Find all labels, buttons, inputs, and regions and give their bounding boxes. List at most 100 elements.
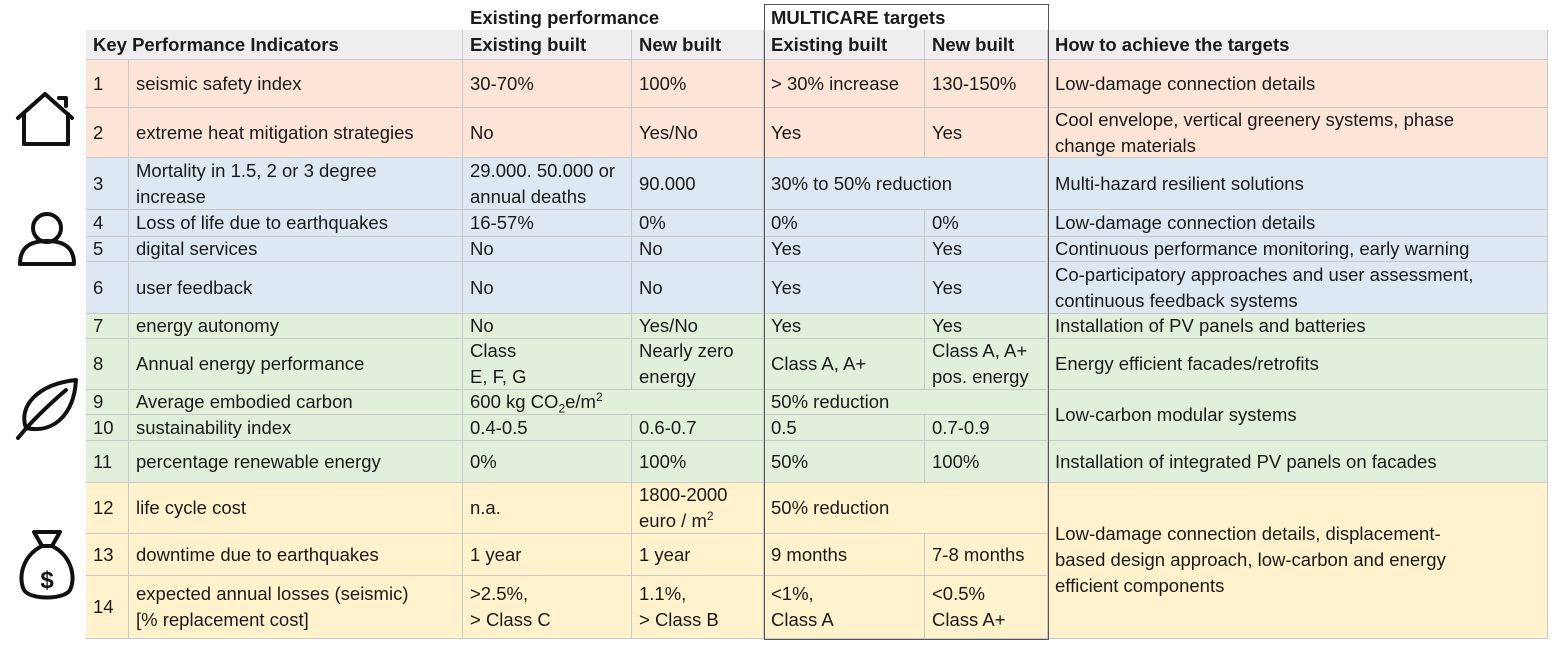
column-header-existing-built: Existing built [463,30,632,60]
existing-performance-merged: 600 kg CO2e/m2 [463,390,764,415]
existing-built-value-line: 16-57% [470,212,534,233]
new-built-value: 0% [632,210,764,237]
new-built-value: Yes/No [632,108,764,158]
leaf-icon [16,378,78,440]
how-to-achieve-line: Co-participatory approaches and user ass… [1055,263,1474,285]
how-to-achieve-line: Continuous performance monitoring, early… [1055,238,1470,259]
target-new-built-value: Yes [925,314,1048,339]
target-new-built-value-line: Class A, A+ [932,340,1028,361]
target-new-built-value: Yes [925,108,1048,158]
column-header-kpi: Key Performance Indicators [86,30,463,60]
kpi-name: Mortality in 1.5, 2 or 3 degree increase [129,158,463,210]
target-existing-built-value-line: Yes [771,121,802,143]
how-to-achieve-line: change materials [1055,134,1196,156]
target-existing-built-value: Yes [764,237,925,262]
new-built-value: No [632,237,764,262]
value-fragment: 2 [558,401,566,416]
new-built-value: 1800-2000 euro / m2 [632,483,764,534]
target-new-built-value-line: Yes [932,276,963,298]
kpi-name-line: Mortality in 1.5, 2 or 3 degree [136,159,377,181]
column-header-label: Key Performance Indicators [93,33,339,55]
new-built-value: Nearly zero energy [632,339,764,390]
row-number-text: 9 [93,391,104,412]
kpi-name: downtime due to earthquakes [129,534,463,576]
target-existing-built-value: Yes [764,262,925,314]
target-existing-built-value: <1%, Class A [764,576,925,639]
existing-built-value-line: No [470,238,494,259]
existing-built-value-line: E, F, G [470,366,527,387]
value-fragment: 2 [706,508,714,523]
target-new-built-value: <0.5% Class A+ [925,576,1048,639]
kpi-name-line: Loss of life due to earthquakes [136,212,388,233]
how-to-achieve: Continuous performance monitoring, early… [1048,237,1548,262]
row-number: 14 [86,576,129,639]
group-header-label: Existing performance [470,6,660,28]
group-header-existing-performance: Existing performance [463,5,764,30]
how-to-achieve-line: efficient components [1055,575,1225,596]
how-to-achieve-line: Installation of PV panels and batteries [1055,315,1366,336]
row-number-text: 4 [93,212,104,233]
target-new-built-value-line: <0.5% [932,583,985,604]
money-bag-icon: $ [19,530,75,600]
target-existing-built-value-line: Class A [771,609,834,630]
existing-built-value-line: No [470,276,494,298]
kpi-name: user feedback [129,262,463,314]
how-to-achieve-line: Cool envelope, vertical greenery systems… [1055,108,1454,130]
new-built-value-line: Yes/No [639,121,698,143]
value-fragment: 600 kg CO [470,391,559,412]
value-fragment: e/m [565,391,596,412]
target-existing-built-value-line: > 30% increase [771,72,900,94]
target-new-built-value: 130-150% [925,60,1048,108]
target-new-built-value-line: Yes [932,121,963,143]
existing-built-value: No [463,237,632,262]
existing-built-value-line: No [470,315,494,336]
how-to-achieve: Installation of PV panels and batteries [1048,314,1548,339]
existing-built-value-line: 0.4-0.5 [470,416,528,438]
existing-built-value-line: n.a. [470,497,501,518]
existing-built-value: No [463,314,632,339]
target-existing-built-value-line: Class A, A+ [771,353,867,374]
target-merged-value: 50% reduction [764,390,1048,415]
how-to-achieve-line: Low-carbon modular systems [1055,404,1297,425]
house-icon [16,92,74,146]
how-to-achieve-line: based design approach, low-carbon and en… [1055,549,1446,570]
new-built-value: 90.000 [632,158,764,210]
kpi-name-line: expected annual losses (seismic) [136,583,409,604]
target-existing-built-value-line: Yes [771,315,802,336]
column-header-label: New built [932,33,1015,55]
target-existing-built-value-line: 0.5 [771,416,797,438]
row-number: 12 [86,483,129,534]
existing-built-value: 1 year [463,534,632,576]
svg-text:$: $ [40,567,54,594]
row-number: 13 [86,534,129,576]
kpi-name-line: percentage renewable energy [136,450,381,472]
existing-built-value: n.a. [463,483,632,534]
column-header-label: New built [639,33,722,55]
existing-built-value-line: Class [470,340,517,361]
kpi-name-line: downtime due to earthquakes [136,543,379,565]
row-number-text: 12 [93,497,114,518]
target-new-built-value: Yes [925,262,1048,314]
existing-built-value: Class E, F, G [463,339,632,390]
target-existing-built-value: 0.5 [764,415,925,441]
value-fragment: 2 [595,389,603,404]
group-header-multicare-targets: MULTICARE targets [764,5,1048,30]
target-new-built-value: 0.7-0.9 [925,415,1048,441]
row-number: 4 [86,210,129,237]
target-new-built-value-line: 0% [932,212,959,233]
new-built-value-line: 100% [639,72,687,94]
existing-built-value-line: No [470,121,494,143]
new-built-value-line: 1.1%, [639,583,687,604]
how-to-achieve: Low-damage connection details [1048,60,1548,108]
kpi-name-line: energy autonomy [136,315,279,336]
target-new-built-value-line: Yes [932,315,963,336]
new-built-value: 1.1%, > Class B [632,576,764,639]
target-new-built-value-line: 130-150% [932,72,1017,94]
kpi-name-line: Average embodied carbon [136,391,353,412]
row-number: 5 [86,237,129,262]
new-built-value-line: 1 year [639,543,691,565]
new-built-value-line: energy [639,366,696,387]
person-icon [18,212,76,266]
target-new-built-value: 100% [925,441,1048,483]
